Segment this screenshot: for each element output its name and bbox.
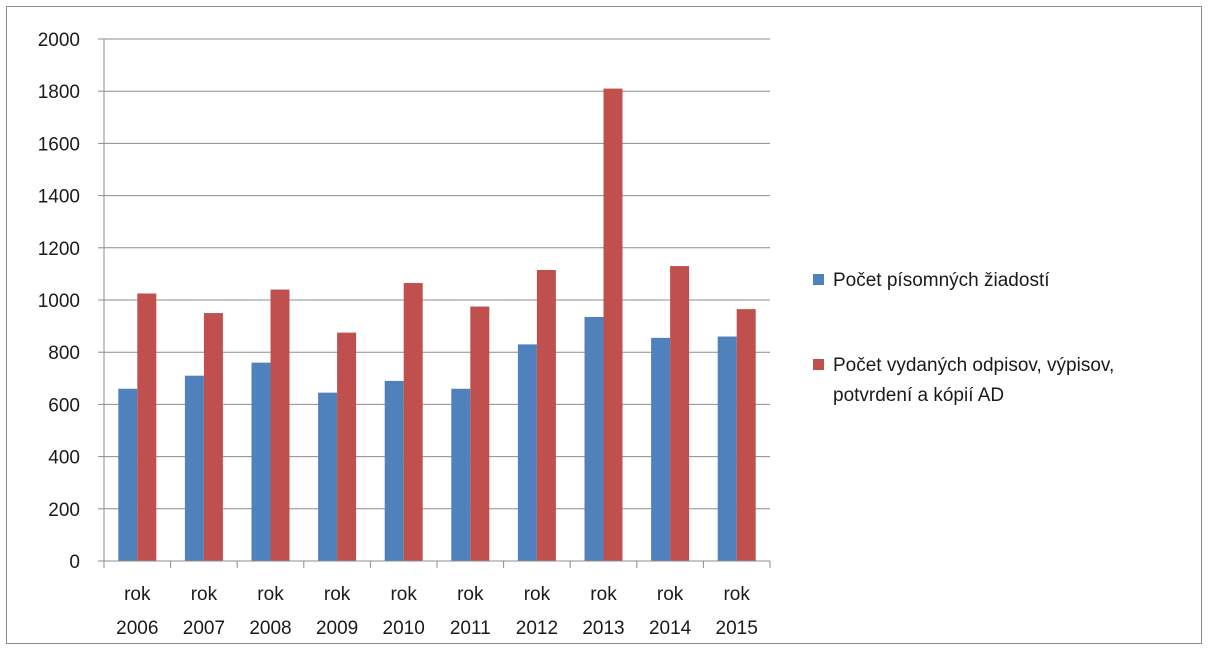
x-tick-label: rok 2012 [516, 584, 558, 639]
x-tick-label-line: 2012 [516, 618, 558, 639]
legend-label: Počet písomných žiadostí [833, 270, 1050, 291]
x-axis-tick-labels: rok 2006 rok 2007 rok 2008 rok 2009 rok 2010 rok 20… [116, 584, 758, 639]
bar-series-2 [536, 269, 556, 561]
y-axis-tick-labels: 0 200 400 600 800 1000 1200 1400 1600 1800 2000 [38, 30, 80, 573]
y-tick-label: 1600 [38, 134, 80, 155]
y-tick-label: 600 [48, 395, 80, 416]
bar-series-2 [470, 306, 490, 561]
x-tick-label: rok 2011 [450, 584, 491, 639]
x-tick-label: rok 2008 [249, 584, 291, 639]
bar-series-1 [651, 337, 671, 561]
bar-series-2 [670, 266, 690, 561]
bar-series-2 [603, 88, 623, 561]
bar-series-2 [270, 289, 290, 561]
x-tick-label-line: rok [257, 584, 284, 605]
x-tick-label-line: rok [390, 584, 417, 605]
y-tick-label: 1200 [38, 239, 80, 260]
bar-series-1 [184, 375, 204, 561]
y-tick-label: 1400 [38, 187, 80, 208]
bar-series-1 [451, 388, 471, 561]
legend-swatch [813, 274, 824, 285]
bar-series-2 [736, 309, 756, 561]
x-tick-label-line: rok [723, 584, 750, 605]
axes [98, 38, 771, 568]
bar-series-2 [137, 293, 157, 561]
x-tick-label-line: 2007 [183, 618, 225, 639]
y-tick-label: 800 [48, 343, 80, 364]
x-tick-label-line: 2006 [116, 618, 158, 639]
x-tick-label-line: rok [524, 584, 551, 605]
bars [118, 88, 756, 561]
bar-series-1 [384, 380, 404, 561]
x-tick-label-line: 2014 [649, 618, 692, 639]
bar-series-1 [717, 336, 737, 561]
legend: Počet písomných žiadostí Počet vydaných o… [813, 270, 1114, 406]
y-tick-label: 0 [69, 552, 80, 573]
x-tick-label-line: 2010 [383, 618, 425, 639]
y-tick-label: 200 [48, 500, 80, 521]
x-tick-label: rok 2015 [716, 584, 758, 639]
bar-series-2 [403, 283, 423, 561]
x-tick-label-line: 2011 [450, 618, 491, 639]
x-tick-label-line: rok [590, 584, 617, 605]
x-tick-label-line: rok [124, 584, 151, 605]
legend-label-line: Počet písomných žiadostí [833, 270, 1050, 291]
x-tick-label: rok 2009 [316, 584, 358, 639]
bar-series-1 [517, 344, 537, 561]
x-tick-label-line: 2013 [582, 618, 624, 639]
x-tick-label: rok 2007 [183, 584, 225, 639]
bar-series-1 [318, 392, 338, 561]
x-tick-label-line: 2008 [249, 618, 291, 639]
bar-series-1 [584, 316, 604, 561]
bar-series-2 [337, 332, 357, 561]
legend-swatch [813, 359, 824, 370]
y-tick-label: 2000 [38, 30, 80, 51]
x-tick-label: rok 2013 [582, 584, 624, 639]
bar-series-1 [118, 388, 138, 561]
bar-series-2 [203, 313, 223, 561]
x-tick-label-line: 2015 [716, 618, 758, 639]
x-tick-label-line: rok [191, 584, 218, 605]
bar-series-1 [251, 362, 271, 561]
x-tick-label-line: rok [324, 584, 351, 605]
y-tick-label: 1000 [38, 291, 80, 312]
x-tick-label: rok 2006 [116, 584, 158, 639]
legend-label: Počet vydaných odpisov, výpisov, potvrden… [833, 355, 1114, 406]
x-tick-label-line: 2009 [316, 618, 358, 639]
y-tick-label: 1800 [38, 82, 80, 103]
x-tick-label: rok 2010 [383, 584, 425, 639]
x-tick-label-line: rok [657, 584, 684, 605]
legend-label-line: Počet vydaných odpisov, výpisov, [833, 355, 1114, 376]
y-tick-label: 400 [48, 448, 80, 469]
legend-label-line: potvrdení a kópií AD [833, 385, 1004, 406]
x-tick-label: rok 2014 [649, 584, 692, 639]
x-tick-label-line: rok [457, 584, 484, 605]
